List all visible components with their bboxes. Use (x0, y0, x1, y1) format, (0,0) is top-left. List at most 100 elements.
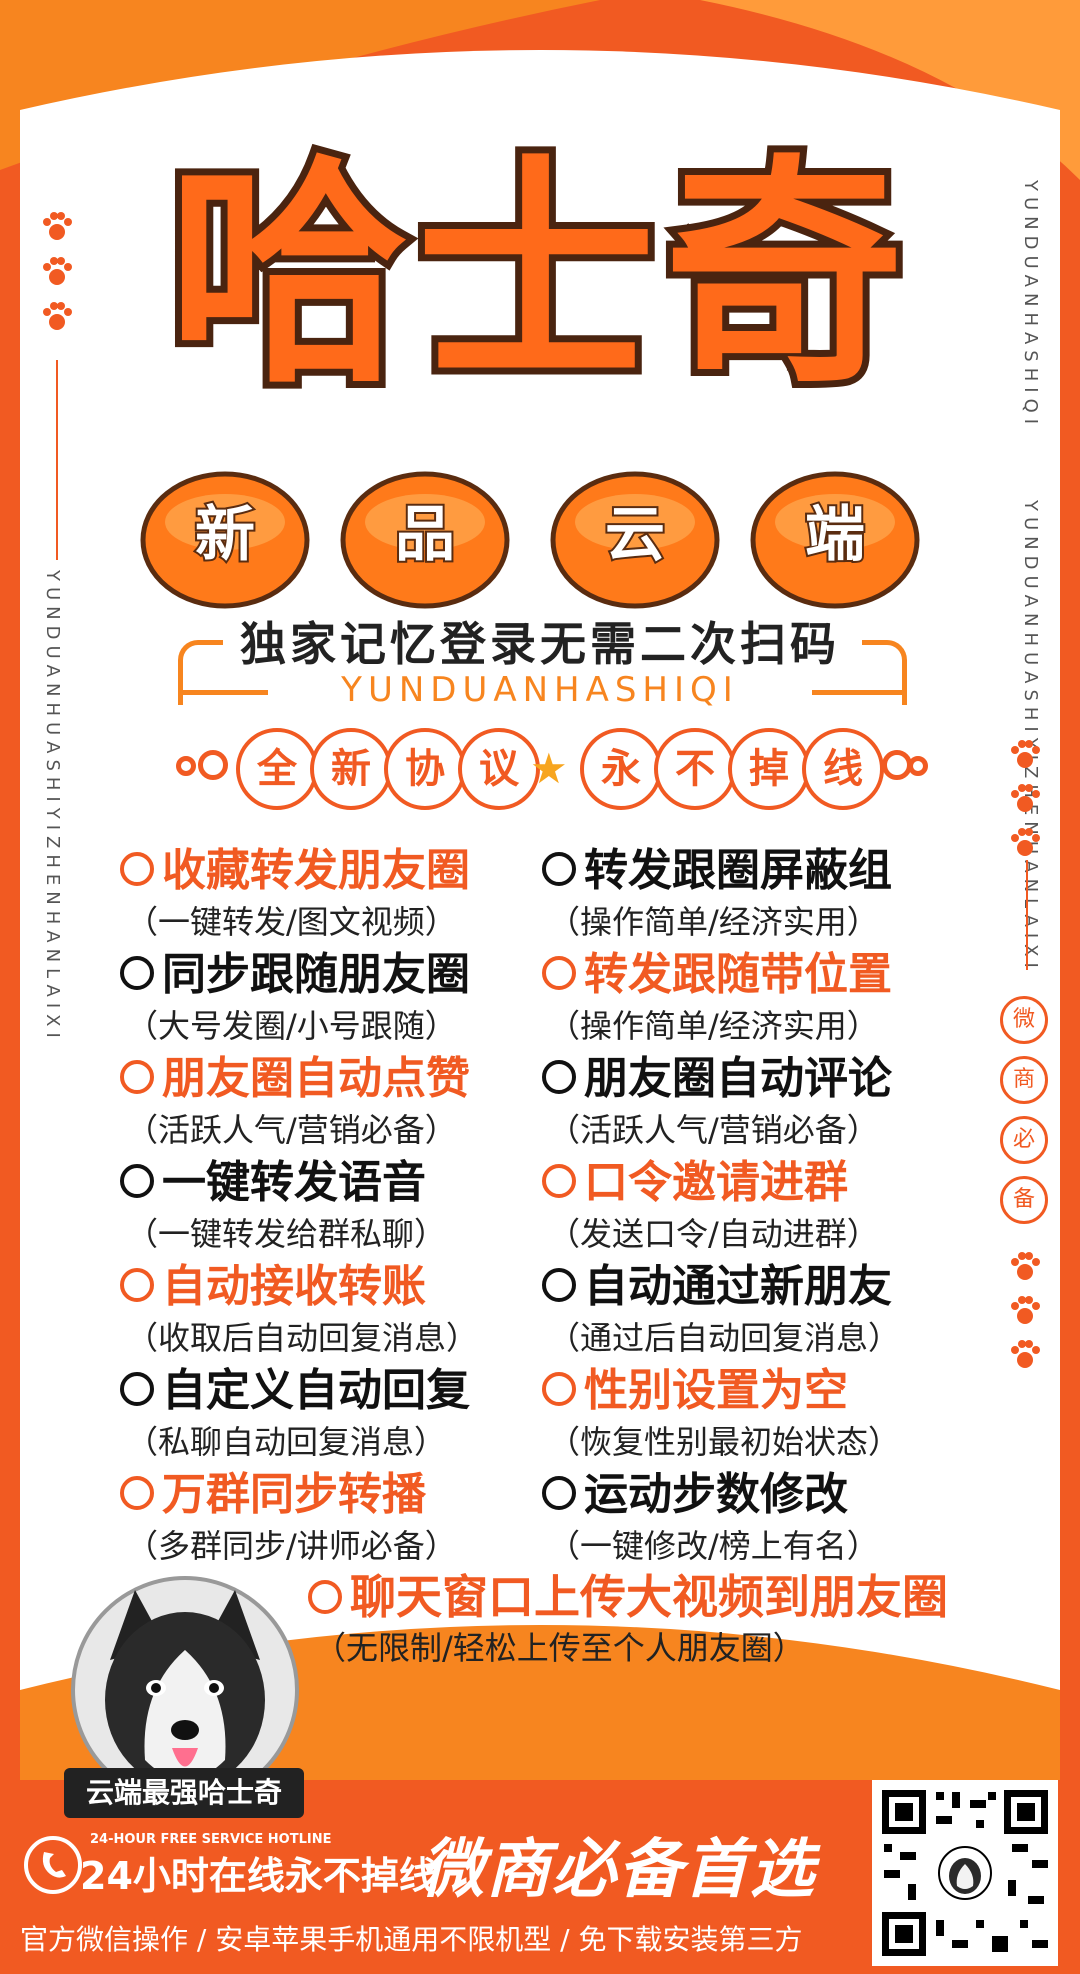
badge-char: 必 (1000, 1116, 1048, 1164)
slogan: 微商必备首选 (420, 1833, 816, 1907)
circle-bullet-icon (120, 956, 154, 990)
phone-icon (24, 1836, 82, 1894)
paw-icon (1011, 740, 1040, 768)
feature-title: 万群同步转播 (162, 1469, 426, 1520)
paw-icon (1011, 1340, 1040, 1368)
circle-bullet-icon (120, 1372, 154, 1406)
badge-char: 微 (1000, 996, 1048, 1044)
mascot-label: 云端最强哈士奇 (64, 1768, 304, 1818)
feature-sub: （私聊自动回复消息） (126, 1423, 447, 1461)
bubble-row: 新 品 云 端 (140, 460, 940, 610)
protocol-char: 掉 (728, 728, 810, 810)
circle-bullet-icon (542, 1372, 576, 1406)
protocol-char: 永 (580, 728, 662, 810)
qr-code-icon[interactable] (872, 1780, 1058, 1966)
feature-sub: （活跃人气/营销必备） (548, 1111, 879, 1149)
feature-item: 自动接收转账 （收取后自动回复消息） (120, 1258, 540, 1360)
circle-bullet-icon (542, 956, 576, 990)
right-divider-line (1026, 860, 1028, 970)
circle-bullet-icon (542, 1164, 576, 1198)
protocol-row: 全 新 协 议 ★ 永 不 掉 线 (170, 718, 928, 818)
feature-item: 朋友圈自动评论 （活跃人气/营销必备） (542, 1050, 962, 1152)
circle-bullet-icon (542, 1476, 576, 1510)
dot (198, 750, 228, 780)
feature-sub: （操作简单/经济实用） (548, 1007, 879, 1045)
star-icon: ★ (530, 744, 568, 793)
left-divider-line (56, 360, 58, 560)
protocol-char: 全 (236, 728, 318, 810)
title-block: 哈士奇 (120, 110, 960, 440)
feature-item: 运动步数修改 （一键修改/榜上有名） (542, 1466, 962, 1568)
feature-sub: （无限制/轻松上传至个人朋友圈） (314, 1629, 805, 1667)
feature-item: 收藏转发朋友圈 （一键转发/图文视频） (120, 842, 540, 944)
bubble-char: 品 (393, 498, 457, 572)
badge-char: 备 (1000, 1176, 1048, 1224)
paw-icon (1011, 828, 1040, 856)
feature-sub: （一键转发给群私聊） (126, 1215, 447, 1253)
paw-icon (1011, 1296, 1040, 1324)
feature-sub: （操作简单/经济实用） (548, 903, 879, 941)
feature-title: 自动接收转账 (162, 1261, 426, 1312)
feature-title: 转发跟随带位置 (584, 949, 892, 1000)
hotline-text: 24小时在线永不掉线 (80, 1854, 437, 1898)
feature-title: 收藏转发朋友圈 (162, 845, 470, 896)
feature-sub: （多群同步/讲师必备） (126, 1527, 457, 1565)
feature-title: 聊天窗口上传大视频到朋友圈 (350, 1570, 948, 1624)
protocol-char: 线 (802, 728, 884, 810)
feature-title: 朋友圈自动评论 (584, 1053, 892, 1104)
circle-bullet-icon (542, 852, 576, 886)
badge-char: 商 (1000, 1056, 1048, 1104)
feature-sub: （一键转发/图文视频） (126, 903, 457, 941)
dot (176, 756, 196, 776)
feature-title: 自定义自动回复 (162, 1365, 470, 1416)
protocol-char: 议 (458, 728, 540, 810)
feature-item: 同步跟随朋友圈 （大号发圈/小号跟随） (120, 946, 540, 1048)
feature-title: 口令邀请进群 (584, 1157, 848, 1208)
english-subtitle: YUNDUANHASHIQI (341, 670, 739, 710)
line-left (178, 690, 268, 695)
feature-item: 自动通过新朋友 （通过后自动回复消息） (542, 1258, 962, 1360)
protocol-char: 不 (654, 728, 736, 810)
main-title: 哈士奇 (161, 128, 912, 422)
feature-item: 转发跟圈屏蔽组 （操作简单/经济实用） (542, 842, 962, 944)
feature-title: 同步跟随朋友圈 (162, 949, 470, 1000)
feature-title: 转发跟圈屏蔽组 (584, 845, 892, 896)
paw-icon (43, 257, 72, 285)
feature-sub: （通过后自动回复消息） (548, 1319, 901, 1357)
dot (908, 756, 928, 776)
feature-item: 自定义自动回复 （私聊自动回复消息） (120, 1362, 540, 1464)
protocol-char: 新 (310, 728, 392, 810)
feature-title: 性别设置为空 (584, 1365, 848, 1416)
feature-title: 朋友圈自动点赞 (162, 1053, 470, 1104)
side-vertical-text-right-2: YUNDUANHUASHIYIZHENHANLAIXI (1020, 500, 1041, 974)
feature-item: 口令邀请进群 （发送口令/自动进群） (542, 1154, 962, 1256)
feature-sub: （活跃人气/营销必备） (126, 1111, 457, 1149)
husky-mascot-icon (71, 1576, 299, 1804)
feature-sub: （发送口令/自动进群） (548, 1215, 879, 1253)
feature-sub: （大号发圈/小号跟随） (126, 1007, 457, 1045)
feature-item: 一键转发语音 （一键转发给群私聊） (120, 1154, 540, 1256)
circle-bullet-icon (120, 1268, 154, 1302)
bracket-right (862, 640, 907, 705)
circle-bullet-icon (120, 1164, 154, 1198)
paw-icon (1011, 1252, 1040, 1280)
bubble-char: 端 (803, 498, 867, 572)
feature-sub: （收取后自动回复消息） (126, 1319, 479, 1357)
paw-icon (43, 302, 72, 330)
paw-icon (1011, 784, 1040, 812)
feature-title: 自动通过新朋友 (584, 1261, 892, 1312)
circle-bullet-icon (120, 852, 154, 886)
tagline: 独家记忆登录无需二次扫码 (240, 617, 840, 671)
circle-bullet-icon (542, 1060, 576, 1094)
side-vertical-text-left: YUNDUANHUASHIYIZHENHANLAIXI (42, 570, 63, 1044)
side-vertical-text-right: YUNDUANHASHIQI (1020, 180, 1041, 431)
circle-bullet-icon (120, 1476, 154, 1510)
feature-item: 转发跟随带位置 （操作简单/经济实用） (542, 946, 962, 1048)
big-feature: 聊天窗口上传大视频到朋友圈 （无限制/轻松上传至个人朋友圈） (308, 1568, 1028, 1670)
bubble-char: 新 (193, 498, 257, 572)
line-right (812, 690, 902, 695)
feature-sub: （一键修改/榜上有名） (548, 1527, 879, 1565)
feature-title: 运动步数修改 (584, 1469, 848, 1520)
circle-bullet-icon (542, 1268, 576, 1302)
feature-sub: （恢复性别最初始状态） (548, 1423, 901, 1461)
